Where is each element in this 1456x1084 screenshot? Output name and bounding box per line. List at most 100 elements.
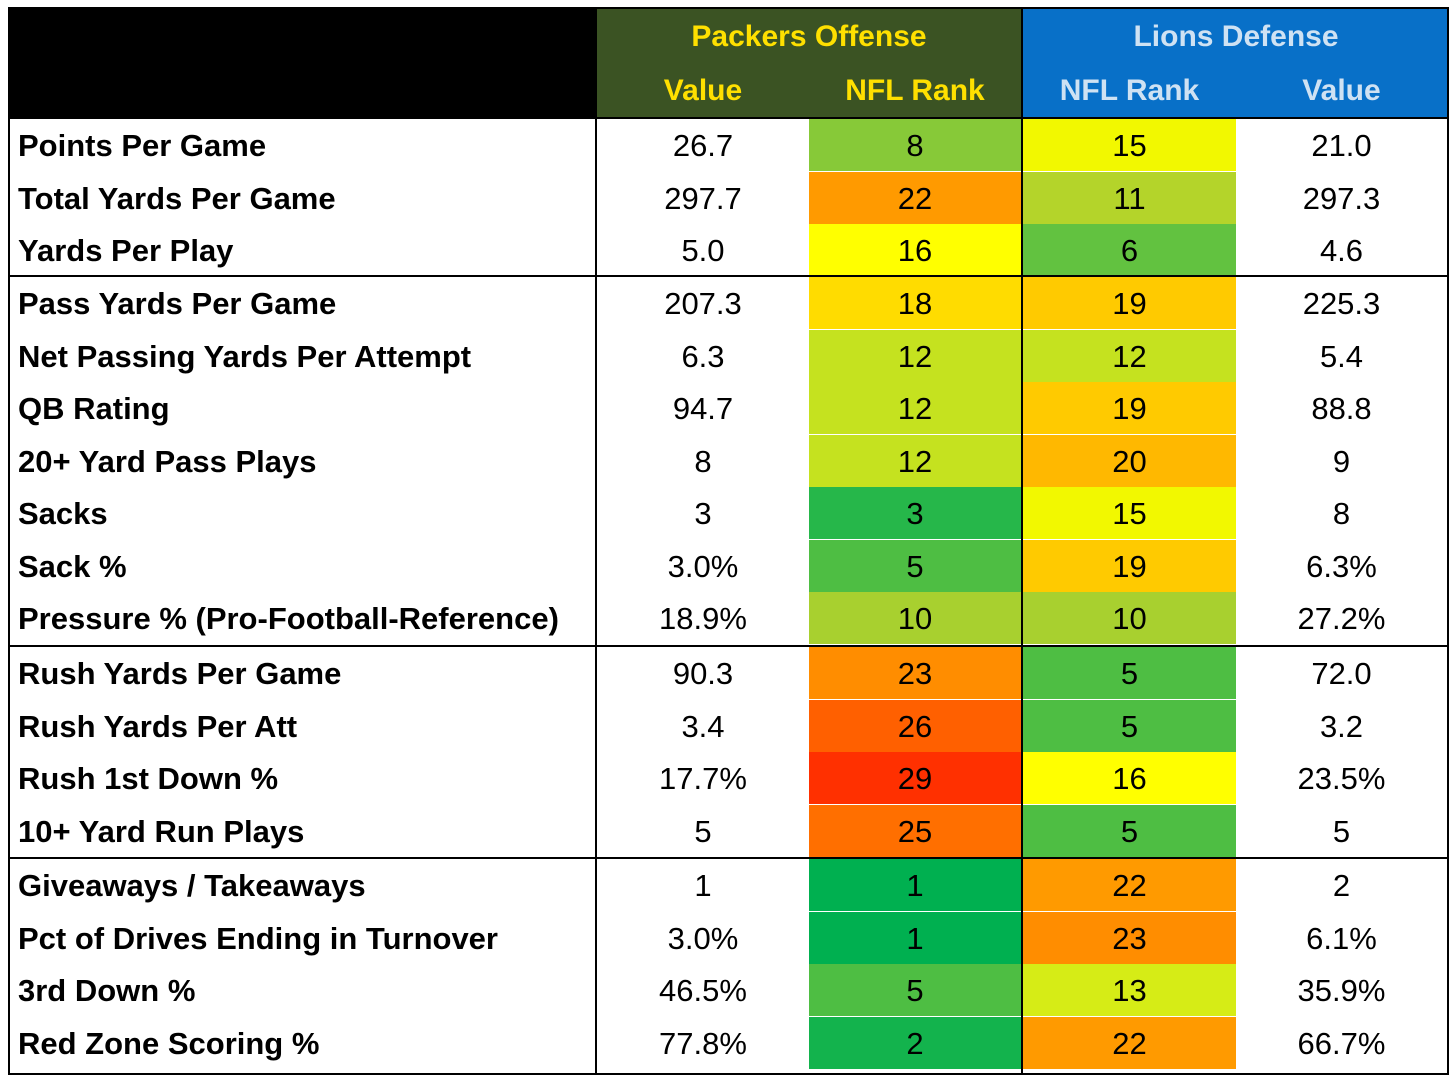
stat-label: Rush Yards Per Att xyxy=(18,708,298,744)
table-row: 3rd Down % 46.5% 5 13 35.9% xyxy=(10,964,1447,1016)
lions-defense-title: Lions Defense xyxy=(1133,20,1339,53)
packers-rank-cell: 12 xyxy=(809,382,1021,434)
stats-comparison-table: Packers Offense Lions Defense Value NFL … xyxy=(8,7,1449,1075)
table-row: QB Rating 94.7 12 19 88.8 xyxy=(10,382,1447,434)
table-row: Yards Per Play 5.0 16 6 4.6 xyxy=(10,224,1447,276)
lions-rank-cell: 22 xyxy=(1023,859,1236,911)
lions-rank-cell: 5 xyxy=(1023,699,1236,752)
lions-value-column-header: Value xyxy=(1302,74,1381,107)
lions-value-cell: 66.7% xyxy=(1297,1025,1386,1061)
packers-offense-title: Packers Offense xyxy=(691,20,927,53)
table-row: Rush 1st Down % 17.7% 29 16 23.5% xyxy=(10,752,1447,804)
section-divider-rushing xyxy=(10,645,1447,647)
table-row: Pressure % (Pro-Football-Reference) 18.9%… xyxy=(10,592,1447,644)
table-row: Sacks 3 3 15 8 xyxy=(10,487,1447,539)
packers-rank-cell: 25 xyxy=(809,804,1021,857)
lions-rank-cell: 12 xyxy=(1023,329,1236,382)
lions-value-cell: 6.3% xyxy=(1306,548,1377,584)
packers-value-cell: 8 xyxy=(694,443,712,479)
lions-value-cell: 21.0 xyxy=(1311,128,1372,163)
lions-rank-cell: 11 xyxy=(1023,171,1236,224)
packers-value-cell: 207.3 xyxy=(664,286,742,321)
packers-value-column-header: Value xyxy=(663,74,743,107)
packers-value-cell: 5.0 xyxy=(681,233,725,268)
lions-value-cell: 5 xyxy=(1332,813,1351,849)
packers-rank-cell: 16 xyxy=(809,224,1021,276)
packers-rank-column-header: NFL Rank xyxy=(845,74,985,107)
stat-label: Rush 1st Down % xyxy=(18,761,279,796)
stat-label: Rush Yards Per Game xyxy=(18,656,342,691)
packers-rank-cell: 12 xyxy=(809,434,1021,487)
packers-rank-cell: 12 xyxy=(809,329,1021,382)
packers-value-cell: 3.0% xyxy=(667,920,739,956)
packers-offense-header xyxy=(597,9,1021,117)
packers-rank-cell: 22 xyxy=(809,171,1021,224)
packers-value-cell: 5 xyxy=(694,813,712,849)
lions-rank-cell: 19 xyxy=(1023,382,1236,434)
packers-value-cell: 26.7 xyxy=(672,128,734,163)
table-row: Rush Yards Per Att 3.4 26 5 3.2 xyxy=(10,699,1447,752)
packers-rank-cell: 2 xyxy=(809,1016,1021,1069)
lions-rank-cell: 13 xyxy=(1023,964,1236,1016)
packers-rank-cell: 5 xyxy=(809,539,1021,592)
lions-value-cell: 27.2% xyxy=(1297,601,1386,636)
lions-value-cell: 297.3 xyxy=(1302,180,1381,216)
packers-rank-cell: 5 xyxy=(809,964,1021,1016)
lions-value-cell: 5.4 xyxy=(1319,338,1364,374)
stat-label: Red Zone Scoring % xyxy=(18,1025,320,1061)
stat-label: Sack % xyxy=(18,548,127,584)
stat-label: Net Passing Yards Per Attempt xyxy=(18,338,472,374)
lions-rank-cell: 16 xyxy=(1023,752,1236,804)
section-divider-passing xyxy=(10,275,1447,277)
lions-value-cell: 6.1% xyxy=(1306,920,1377,956)
packers-rank-cell: 29 xyxy=(809,752,1021,804)
lions-rank-cell: 6 xyxy=(1023,224,1236,276)
table-row: Net Passing Yards Per Attempt 6.3 12 12 5.4 xyxy=(10,329,1447,382)
table-row: Pass Yards Per Game 207.3 18 19 225.3 xyxy=(10,277,1447,329)
packers-rank-cell: 3 xyxy=(809,487,1021,539)
lions-rank-column-header: NFL Rank xyxy=(1059,74,1200,107)
table-row: Points Per Game 26.7 8 15 21.0 xyxy=(10,119,1447,171)
table-row: Red Zone Scoring % 77.8% 2 22 66.7% xyxy=(10,1016,1447,1069)
header-divider xyxy=(10,117,1447,119)
packers-value-cell: 3.4 xyxy=(681,708,725,744)
packers-rank-cell: 8 xyxy=(809,119,1021,171)
lions-value-cell: 35.9% xyxy=(1297,973,1386,1008)
stat-label: Pct of Drives Ending in Turnover xyxy=(18,920,498,956)
lions-value-cell: 9 xyxy=(1332,443,1351,479)
table-row: Giveaways / Takeaways 1 1 22 2 xyxy=(10,859,1447,911)
packers-value-cell: 1 xyxy=(694,868,712,903)
lions-value-cell: 88.8 xyxy=(1311,391,1372,426)
packers-rank-cell: 1 xyxy=(809,911,1021,964)
packers-value-cell: 46.5% xyxy=(659,973,747,1008)
stat-label: Points Per Game xyxy=(18,128,267,163)
lions-rank-cell: 5 xyxy=(1023,804,1236,857)
lions-rank-cell: 23 xyxy=(1023,911,1236,964)
lions-rank-cell: 20 xyxy=(1023,434,1236,487)
packers-rank-cell: 23 xyxy=(809,647,1021,699)
stat-label: Pass Yards Per Game xyxy=(18,286,337,321)
stat-label: Sacks xyxy=(18,496,108,531)
packers-value-cell: 94.7 xyxy=(672,391,734,426)
lions-rank-cell: 15 xyxy=(1023,487,1236,539)
packers-value-cell: 77.8% xyxy=(659,1025,747,1061)
table-row: 20+ Yard Pass Plays 8 12 20 9 xyxy=(10,434,1447,487)
packers-value-cell: 297.7 xyxy=(664,180,742,216)
lions-defense-header xyxy=(1023,9,1447,117)
stat-label: 10+ Yard Run Plays xyxy=(18,813,305,849)
lions-value-cell: 225.3 xyxy=(1302,286,1381,321)
packers-value-cell: 17.7% xyxy=(659,761,747,796)
packers-value-cell: 3 xyxy=(694,496,712,531)
stat-label: 20+ Yard Pass Plays xyxy=(18,443,317,479)
packers-rank-cell: 18 xyxy=(809,277,1021,329)
packers-rank-cell: 26 xyxy=(809,699,1021,752)
packers-rank-cell: 10 xyxy=(809,592,1021,644)
lions-rank-cell: 22 xyxy=(1023,1016,1236,1069)
packers-value-cell: 6.3 xyxy=(681,338,725,374)
packers-value-cell: 18.9% xyxy=(659,601,747,636)
stat-label: 3rd Down % xyxy=(18,973,196,1008)
table-row: 10+ Yard Run Plays 5 25 5 5 xyxy=(10,804,1447,857)
lions-value-cell: 2 xyxy=(1332,868,1351,903)
lions-value-cell: 8 xyxy=(1332,496,1351,531)
packers-rank-cell: 1 xyxy=(809,859,1021,911)
